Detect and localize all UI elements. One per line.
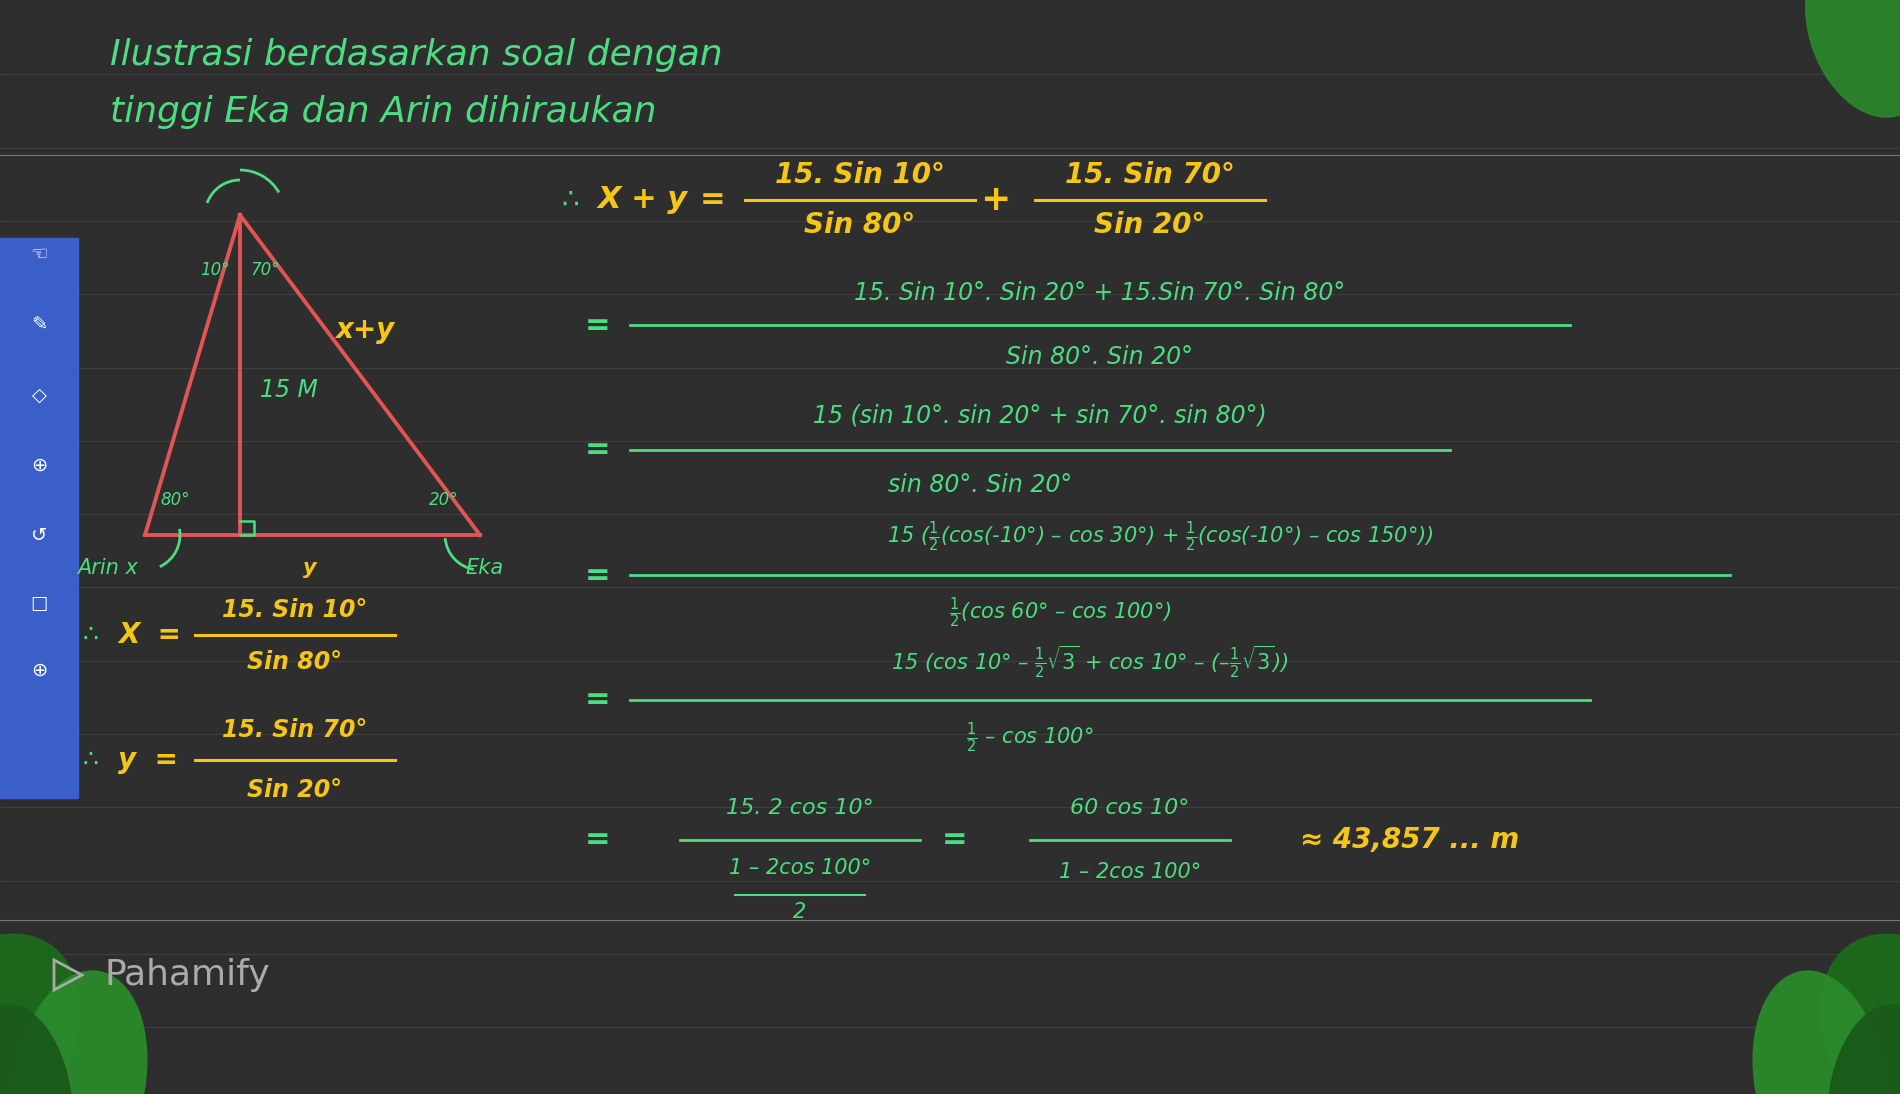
Text: 15 (sin 10°. sin 20° + sin 70°. sin 80°): 15 (sin 10°. sin 20° + sin 70°. sin 80°) bbox=[813, 403, 1267, 427]
Text: 15. Sin 10°: 15. Sin 10° bbox=[775, 161, 944, 189]
Text: 15. 2 cos 10°: 15. 2 cos 10° bbox=[726, 798, 874, 818]
Text: Sin 80°: Sin 80° bbox=[804, 211, 916, 238]
Text: Pahamify: Pahamify bbox=[104, 958, 270, 992]
Ellipse shape bbox=[1828, 1005, 1900, 1094]
Text: Sin 20°: Sin 20° bbox=[247, 778, 342, 802]
Text: =: = bbox=[148, 621, 180, 649]
Text: 1 – 2cos 100°: 1 – 2cos 100° bbox=[730, 858, 870, 878]
Text: ∴: ∴ bbox=[82, 748, 99, 772]
Text: =: = bbox=[942, 826, 967, 854]
Text: Sin 80°. Sin 20°: Sin 80°. Sin 20° bbox=[1007, 345, 1193, 369]
Text: 80°: 80° bbox=[160, 491, 190, 509]
Text: 60 cos 10°: 60 cos 10° bbox=[1070, 798, 1189, 818]
Text: $\frac{1}{2}$(cos 60° – cos 100°): $\frac{1}{2}$(cos 60° – cos 100°) bbox=[948, 596, 1170, 630]
Text: ↺: ↺ bbox=[30, 525, 48, 545]
Text: 15 ($\frac{1}{2}$(cos(-10°) – cos 30°) + $\frac{1}{2}$(cos(-10°) – cos 150°)): 15 ($\frac{1}{2}$(cos(-10°) – cos 30°) +… bbox=[887, 520, 1433, 555]
Text: ∴: ∴ bbox=[82, 622, 99, 647]
Text: =: = bbox=[585, 560, 610, 590]
Text: x+y: x+y bbox=[336, 316, 395, 344]
Text: tinggi Eka dan Arin dihiraukan: tinggi Eka dan Arin dihiraukan bbox=[110, 95, 657, 129]
Text: ∴: ∴ bbox=[560, 186, 580, 214]
Text: 2: 2 bbox=[794, 901, 808, 922]
Text: =: = bbox=[585, 686, 610, 714]
Text: ☜: ☜ bbox=[30, 245, 48, 265]
Text: =: = bbox=[585, 435, 610, 465]
Text: 15. Sin 70°: 15. Sin 70° bbox=[1066, 161, 1235, 189]
Text: Eka: Eka bbox=[466, 558, 504, 578]
Text: ✎: ✎ bbox=[30, 315, 48, 335]
Text: =: = bbox=[585, 826, 610, 854]
Text: 70°: 70° bbox=[251, 261, 279, 279]
Text: =: = bbox=[699, 186, 726, 214]
Text: Arin x: Arin x bbox=[78, 558, 139, 578]
Ellipse shape bbox=[1820, 934, 1900, 1094]
Text: 15. Sin 10°. Sin 20° + 15.Sin 70°. Sin 80°: 15. Sin 10°. Sin 20° + 15.Sin 70°. Sin 8… bbox=[855, 281, 1345, 305]
Text: ◇: ◇ bbox=[32, 385, 46, 405]
Text: sin 80°. Sin 20°: sin 80°. Sin 20° bbox=[887, 473, 1072, 497]
Text: y: y bbox=[304, 558, 317, 578]
Text: X + y: X + y bbox=[598, 186, 688, 214]
Text: ≈ 43,857 ... m: ≈ 43,857 ... m bbox=[1300, 826, 1520, 854]
Text: $\frac{1}{2}$ – cos 100°: $\frac{1}{2}$ – cos 100° bbox=[967, 721, 1094, 755]
Text: 15 M: 15 M bbox=[260, 379, 317, 401]
Text: ⊕: ⊕ bbox=[30, 455, 48, 475]
Ellipse shape bbox=[1754, 971, 1887, 1094]
Text: Sin 80°: Sin 80° bbox=[247, 650, 342, 674]
Text: 15 (cos 10° – $\frac{1}{2}$$\sqrt{3}$ + cos 10° – (–$\frac{1}{2}$$\sqrt{3}$)): 15 (cos 10° – $\frac{1}{2}$$\sqrt{3}$ + … bbox=[891, 644, 1288, 680]
Ellipse shape bbox=[0, 934, 80, 1094]
Text: 20°: 20° bbox=[429, 491, 458, 509]
Text: 15. Sin 10°: 15. Sin 10° bbox=[222, 598, 369, 622]
Text: X: X bbox=[118, 621, 139, 649]
Text: +: + bbox=[980, 183, 1011, 217]
Ellipse shape bbox=[13, 971, 146, 1094]
Bar bbox=[0, 238, 78, 798]
Text: =: = bbox=[144, 746, 179, 773]
Text: =: = bbox=[585, 311, 610, 339]
Text: 1 – 2cos 100°: 1 – 2cos 100° bbox=[1058, 862, 1201, 882]
Text: 10°: 10° bbox=[200, 261, 230, 279]
Text: y: y bbox=[118, 746, 137, 773]
Text: Sin 20°: Sin 20° bbox=[1094, 211, 1206, 238]
Text: ⊕: ⊕ bbox=[30, 661, 48, 679]
Text: 15. Sin 70°: 15. Sin 70° bbox=[222, 718, 369, 742]
Ellipse shape bbox=[1805, 0, 1900, 117]
Text: Ilustrasi berdasarkan soal dengan: Ilustrasi berdasarkan soal dengan bbox=[110, 38, 722, 72]
Text: ☐: ☐ bbox=[30, 595, 48, 615]
Ellipse shape bbox=[0, 1005, 72, 1094]
